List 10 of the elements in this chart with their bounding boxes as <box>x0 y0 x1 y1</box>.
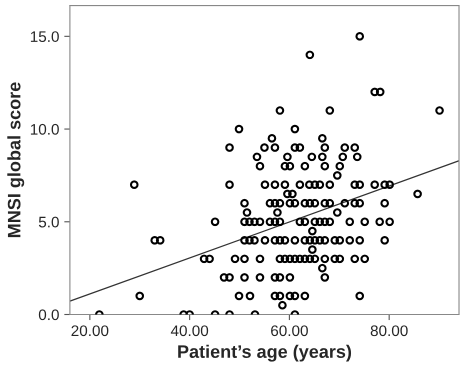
y-tick-label: 0.0 <box>38 309 59 320</box>
x-tick-label: 80.00 <box>370 325 408 336</box>
y-tick-label: 15.0 <box>30 31 59 42</box>
y-tick-label: 10.0 <box>30 124 59 135</box>
x-tick-label: 40.00 <box>170 325 208 336</box>
x-tick-label: 20.00 <box>72 325 108 336</box>
x-axis-title: Patient’s age (years) <box>178 344 352 362</box>
x-tick-label: 60.00 <box>271 325 308 336</box>
y-tick-label: 5.0 <box>38 216 59 228</box>
y-axis-title: MNSI global score <box>7 82 24 238</box>
